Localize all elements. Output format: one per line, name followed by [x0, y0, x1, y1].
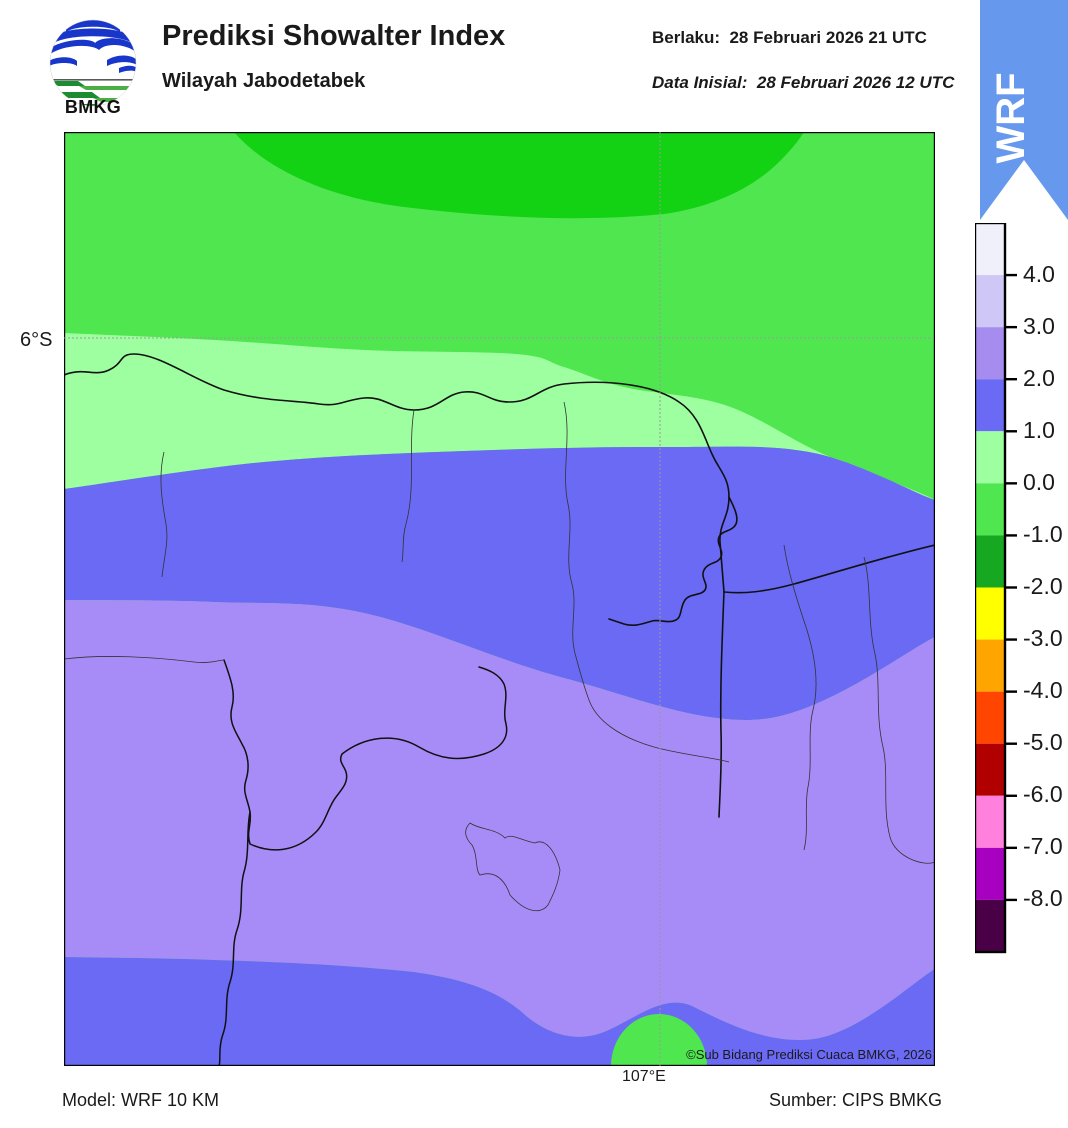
svg-text:-3.0: -3.0 [1023, 625, 1063, 651]
svg-text:-2.0: -2.0 [1023, 573, 1063, 599]
svg-text:1.0: 1.0 [1023, 417, 1055, 443]
svg-text:-4.0: -4.0 [1023, 677, 1063, 703]
svg-text:©Sub Bidang Prediksi Cuaca BMK: ©Sub Bidang Prediksi Cuaca BMKG, 2026 [686, 1047, 932, 1062]
svg-text:3.0: 3.0 [1023, 313, 1055, 339]
svg-text:0.0: 0.0 [1023, 469, 1055, 495]
svg-text:WRF: WRF [989, 72, 1033, 163]
svg-text:-8.0: -8.0 [1023, 885, 1063, 911]
svg-text:2.0: 2.0 [1023, 365, 1055, 391]
svg-text:-7.0: -7.0 [1023, 833, 1063, 859]
svg-text:-1.0: -1.0 [1023, 521, 1063, 547]
svg-text:-5.0: -5.0 [1023, 729, 1063, 755]
svg-text:4.0: 4.0 [1023, 261, 1055, 287]
svg-text:-6.0: -6.0 [1023, 781, 1063, 807]
